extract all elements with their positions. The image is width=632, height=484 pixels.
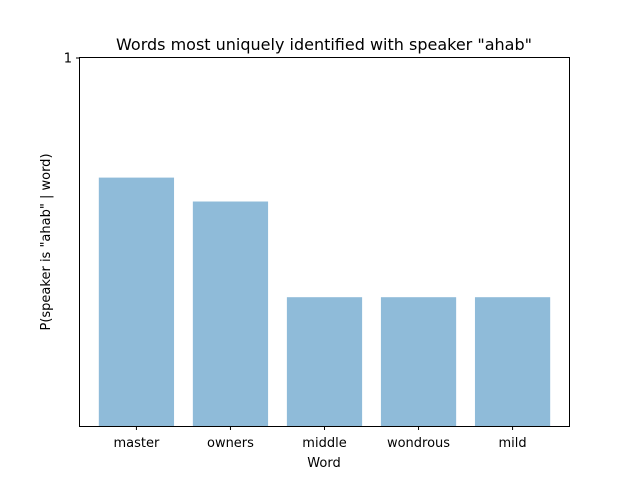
y-tick-label: 1 [64, 52, 72, 67]
x-tick-label: mild [499, 436, 527, 451]
x-tick-label: middle [302, 436, 346, 451]
x-tick-label: owners [207, 436, 254, 451]
bars-group [98, 177, 551, 426]
bar [380, 297, 457, 426]
chart-title: Words most uniquely identified with spea… [116, 35, 532, 54]
plot-frame [79, 57, 570, 427]
x-tick-label: master [114, 436, 160, 451]
x-tick-label: wondrous [387, 436, 450, 451]
x-ticks-group: master owners middle wondrous mild [114, 426, 527, 451]
bar [98, 177, 175, 426]
bar [474, 297, 551, 426]
bar [192, 201, 269, 426]
bar [286, 297, 363, 426]
y-axis-label: P(speaker is "ahab" | word) [39, 153, 54, 330]
x-axis-label: Word [307, 456, 340, 471]
